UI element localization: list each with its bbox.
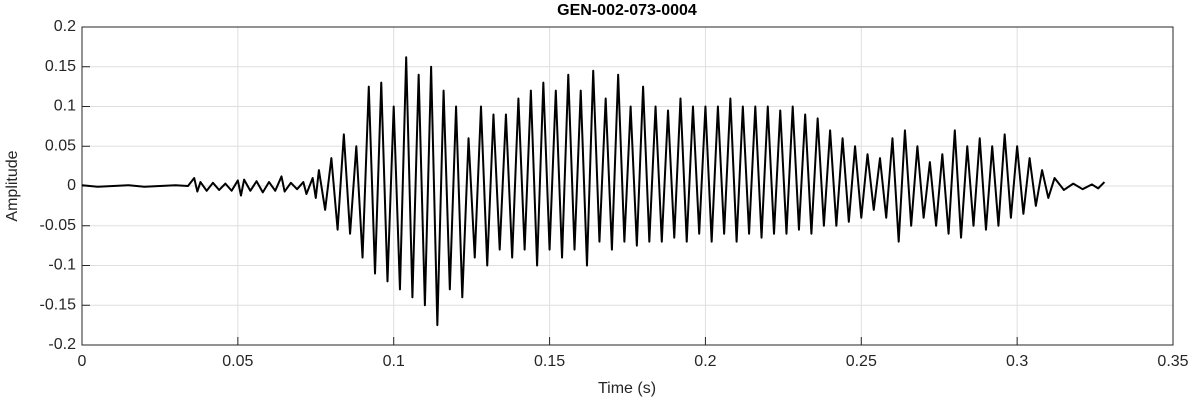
y-tick-label: 0.1 <box>54 98 76 115</box>
x-tick-label: 0.2 <box>694 353 716 370</box>
x-tick-label: 0.1 <box>383 353 405 370</box>
x-tick-label: 0.3 <box>1006 353 1028 370</box>
x-tick-label: 0.05 <box>222 353 253 370</box>
chart-title: GEN-002-073-0004 <box>557 2 697 19</box>
y-tick-label: 0.15 <box>45 58 76 75</box>
y-tick-label: -0.2 <box>48 336 76 353</box>
x-tick-label: 0.25 <box>846 353 877 370</box>
x-tick-label: 0 <box>78 353 87 370</box>
x-axis-label: Time (s) <box>598 380 656 397</box>
y-tick-label: -0.15 <box>40 296 77 313</box>
y-tick-label: 0.05 <box>45 137 76 154</box>
y-tick-label: 0.2 <box>54 18 76 35</box>
x-tick-label: 0.35 <box>1157 353 1188 370</box>
y-tick-label: -0.05 <box>40 217 77 234</box>
y-tick-label: 0 <box>67 177 76 194</box>
y-axis-label: Amplitude <box>4 150 21 221</box>
y-tick-label: -0.1 <box>48 257 76 274</box>
waveform-line <box>81 56 1106 327</box>
x-tick-label: 0.15 <box>534 353 565 370</box>
